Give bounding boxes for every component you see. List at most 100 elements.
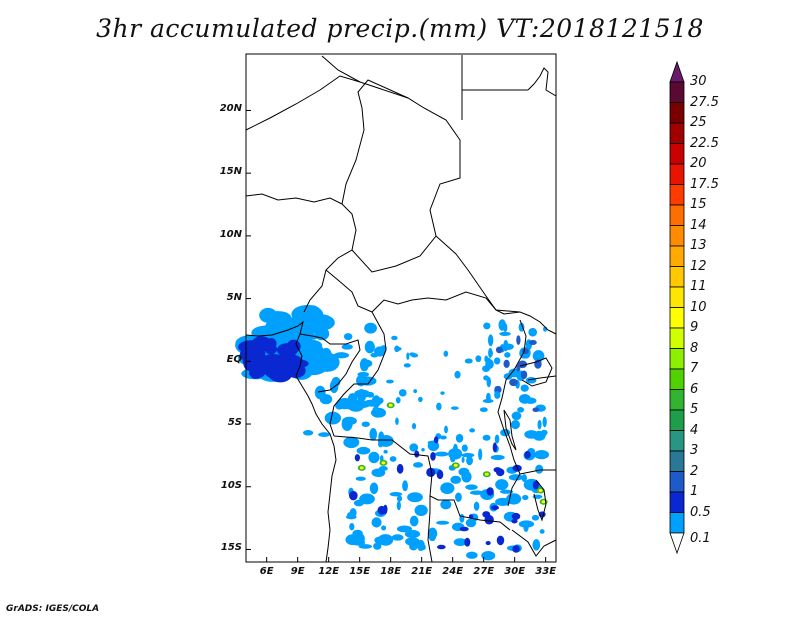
precip-cell <box>485 540 491 546</box>
colorbar-segment <box>669 471 685 493</box>
map-frame <box>245 53 557 563</box>
precip-cell <box>414 450 420 458</box>
precip-cell <box>461 471 472 483</box>
precip-cell <box>537 419 542 430</box>
precip-cell <box>345 514 357 520</box>
border-egypt-sudan <box>461 55 528 120</box>
precip-cell <box>370 352 379 358</box>
precip-cell <box>430 451 436 461</box>
precip-cell <box>354 454 360 462</box>
precip-cell <box>314 385 326 400</box>
colorbar-label: 7 <box>690 361 699 376</box>
precip-cell <box>398 389 407 397</box>
precip-cell <box>490 505 499 510</box>
precip-cell <box>396 495 403 502</box>
country-borders <box>245 55 557 563</box>
precip-cell <box>341 343 353 350</box>
precip-cell <box>499 489 514 494</box>
colorbar-top-arrow <box>669 60 685 83</box>
precip-cell <box>490 454 505 461</box>
precip-cell <box>418 396 423 403</box>
colorbar-segment <box>669 450 685 472</box>
lon-label: 27E <box>473 566 495 577</box>
precip-core <box>359 466 364 470</box>
precip-cell <box>495 346 503 354</box>
colorbar-label: 13 <box>690 238 707 253</box>
precip-cell <box>364 322 377 334</box>
precip-cell <box>528 327 538 337</box>
colorbar-segment <box>669 122 685 144</box>
red-sea-coast <box>527 67 557 97</box>
precip-cell <box>396 463 404 474</box>
precip-cell <box>516 335 521 345</box>
border-congo-gabon <box>299 333 361 393</box>
precip-cell <box>409 542 418 551</box>
precip-cell <box>443 350 449 357</box>
precip-cell <box>356 446 371 455</box>
colorbar-segment <box>669 204 685 226</box>
precip-cell <box>333 352 350 359</box>
precip-cell <box>410 353 419 358</box>
precip-cell <box>303 305 322 323</box>
precip-cell <box>482 365 491 373</box>
precip-cell <box>489 349 493 357</box>
precip-cell <box>525 377 537 384</box>
precip-cell <box>528 339 537 346</box>
colorbar-label: 17.5 <box>690 176 719 192</box>
precip-core <box>381 461 386 465</box>
precip-cell <box>369 428 378 441</box>
precip-cell <box>263 311 292 324</box>
colorbar-label: 20 <box>690 156 707 171</box>
precip-cell <box>542 416 547 428</box>
precip-cell <box>249 365 263 379</box>
precip-cell <box>512 545 520 553</box>
precip-cell <box>484 355 489 363</box>
border-chad-cameroon <box>325 269 521 313</box>
colorbar-segment <box>669 389 685 411</box>
colorbar-segment <box>669 225 685 247</box>
precip-cell <box>516 364 521 372</box>
precip-cell <box>478 448 483 461</box>
precip-core <box>538 489 543 493</box>
colorbar-label: 8 <box>690 340 699 356</box>
colorbar-label: 11 <box>690 279 707 294</box>
precip-cell <box>343 333 353 341</box>
precip-cell <box>407 492 423 503</box>
precip-cell <box>531 514 540 521</box>
precip-cell <box>511 512 521 520</box>
colorbar-segment <box>669 491 685 513</box>
precip-cell <box>517 407 525 413</box>
lat-label: 10S <box>220 479 242 491</box>
precip-cell <box>464 537 471 547</box>
precip-cell <box>518 322 525 332</box>
precip-cell <box>499 331 511 336</box>
precip-cell <box>389 456 397 462</box>
precip-cell <box>494 434 500 444</box>
colorbar-segment <box>669 266 685 288</box>
precip-cell <box>358 544 373 549</box>
precip-cell <box>450 406 459 410</box>
grads-credit: GrADS: IGES/COLA <box>6 604 100 614</box>
precip-cell <box>307 370 318 376</box>
precip-cell <box>492 442 498 453</box>
precip-cell <box>448 448 463 460</box>
lake-victoria <box>519 357 553 387</box>
precip-cell <box>503 323 508 333</box>
precip-cell <box>496 535 505 546</box>
precip-cell <box>403 363 411 368</box>
precip-core <box>541 500 546 504</box>
lon-label: 33E <box>535 566 557 577</box>
precip-cell <box>414 504 428 517</box>
precip-cell <box>483 375 489 381</box>
precip-cell <box>360 359 373 368</box>
precip-cell <box>482 398 494 403</box>
precip-cell <box>370 407 387 418</box>
colorbar-label: 22.5 <box>690 135 719 151</box>
precip-cell <box>368 451 380 464</box>
precip-cell <box>450 475 462 484</box>
precip-cell <box>324 411 341 425</box>
lat-label: 10N <box>219 228 242 240</box>
precip-cell <box>317 358 331 366</box>
precip-cell <box>395 396 401 404</box>
